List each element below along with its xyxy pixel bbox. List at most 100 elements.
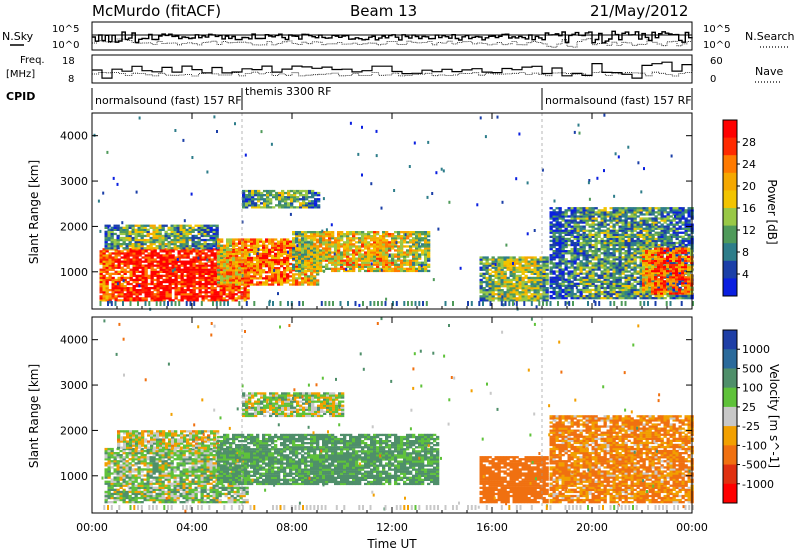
heatmap-cell: [162, 291, 166, 294]
heatmap-cell: [174, 297, 178, 300]
heatmap-cell: [250, 256, 254, 260]
heatmap-cell: [189, 260, 193, 263]
heatmap-cell: [168, 299, 172, 302]
heatmap-cell: [316, 281, 320, 284]
heatmap-cell: [210, 272, 214, 275]
heatmap-cell: [328, 257, 332, 260]
heatmap-cell: [609, 260, 613, 263]
heatmap-cell: [275, 204, 279, 207]
heatmap-cell: [292, 265, 296, 268]
heatmap-cell: [111, 264, 115, 267]
heatmap-cell: [651, 219, 655, 222]
heatmap-cell: [343, 233, 347, 236]
heatmap-cell: [343, 243, 347, 246]
heatmap-cell: [482, 293, 486, 296]
heatmap-cell: [153, 264, 157, 267]
heatmap-cell: [373, 259, 377, 262]
heatmap-cell: [536, 270, 540, 273]
heatmap-cell: [561, 239, 565, 243]
heatmap-cell: [500, 266, 504, 269]
heatmap-cell: [144, 276, 148, 280]
heatmap-cell: [491, 258, 495, 261]
heatmap-cell: [105, 256, 109, 259]
heatmap-cell: [533, 285, 537, 288]
heatmap-cell: [352, 243, 356, 246]
heatmap-cell: [506, 262, 510, 265]
heatmap-cell: [624, 274, 628, 277]
heatmap-cell: [570, 243, 574, 247]
heatmap-cell: [238, 271, 242, 274]
heatmap-cell: [186, 295, 190, 298]
freq-right-tick-top: 60: [710, 56, 723, 67]
heatmap-cell: [117, 260, 121, 263]
heatmap-cell: [376, 251, 380, 254]
heatmap-cell: [277, 277, 281, 280]
heatmap-cell: [232, 260, 236, 264]
heatmap-cell: [388, 261, 392, 264]
heatmap-cell: [232, 238, 236, 241]
heatmap-cell: [533, 280, 537, 284]
heatmap-cell: [129, 260, 133, 263]
heatmap-cell: [545, 278, 549, 282]
heatmap-cell: [248, 189, 252, 193]
heatmap-cell: [266, 206, 270, 209]
heatmap-cell: [219, 293, 223, 296]
heatmap-cell: [147, 293, 151, 296]
heatmap-cell: [325, 235, 329, 238]
heatmap-cell: [545, 274, 549, 277]
heatmap-cell: [576, 231, 580, 234]
heatmap-cell: [328, 235, 332, 238]
heatmap-cell: [545, 264, 549, 267]
heatmap-cell: [143, 228, 147, 231]
heatmap-cell: [352, 237, 356, 240]
heatmap-cell: [542, 260, 546, 263]
heatmap-cell: [138, 260, 142, 263]
heatmap-cell: [648, 229, 652, 232]
heatmap-cell: [242, 194, 246, 197]
freq-left-tick-bottom: 8: [68, 74, 74, 85]
heatmap-cell: [162, 285, 166, 288]
heatmap-cell: [168, 297, 172, 300]
heatmap-cell: [654, 280, 658, 283]
heatmap-cell: [204, 252, 208, 255]
heatmap-cell: [561, 260, 565, 263]
heatmap-cell: [558, 282, 562, 285]
heatmap-cell: [186, 276, 190, 280]
heatmap-cell: [256, 256, 260, 260]
heatmap-cell: [627, 235, 631, 238]
heatmap-cell: [108, 299, 112, 302]
heatmap-cell: [272, 196, 276, 199]
heatmap-cell: [567, 239, 571, 243]
heatmap-cell: [367, 241, 371, 244]
heatmap-cell: [126, 276, 130, 280]
heatmap-cell: [397, 267, 401, 270]
heatmap-cell: [271, 275, 275, 278]
heatmap-cell: [284, 204, 288, 207]
heatmap-cell: [545, 289, 549, 292]
heatmap-cell: [162, 266, 166, 269]
heatmap-cell: [289, 244, 293, 247]
heatmap-cell: [259, 283, 263, 286]
heatmap-cell: [129, 282, 133, 286]
heatmap-cell: [266, 200, 270, 203]
heatmap-cell: [415, 257, 419, 260]
heatmap-cell: [570, 254, 574, 257]
heatmap-cell: [110, 234, 114, 238]
heatmap-cell: [310, 250, 314, 253]
heatmap-cell: [397, 247, 401, 250]
heatmap-cell: [244, 279, 248, 282]
heatmap-cell: [295, 247, 299, 250]
heatmap-cell: [292, 244, 296, 247]
heatmap-cell: [140, 247, 144, 250]
heatmap-cell: [201, 272, 205, 275]
heatmap-cell: [141, 278, 145, 282]
heatmap-cell: [651, 209, 655, 212]
heatmap-cell: [189, 268, 193, 271]
heatmap-cell: [509, 270, 513, 273]
heatmap-cell: [515, 282, 519, 286]
heatmap-cell: [138, 274, 142, 277]
heatmap-cell: [503, 295, 507, 298]
heatmap-cell: [603, 292, 607, 296]
heatmap-cell: [174, 258, 178, 261]
heatmap-cell: [192, 250, 196, 253]
